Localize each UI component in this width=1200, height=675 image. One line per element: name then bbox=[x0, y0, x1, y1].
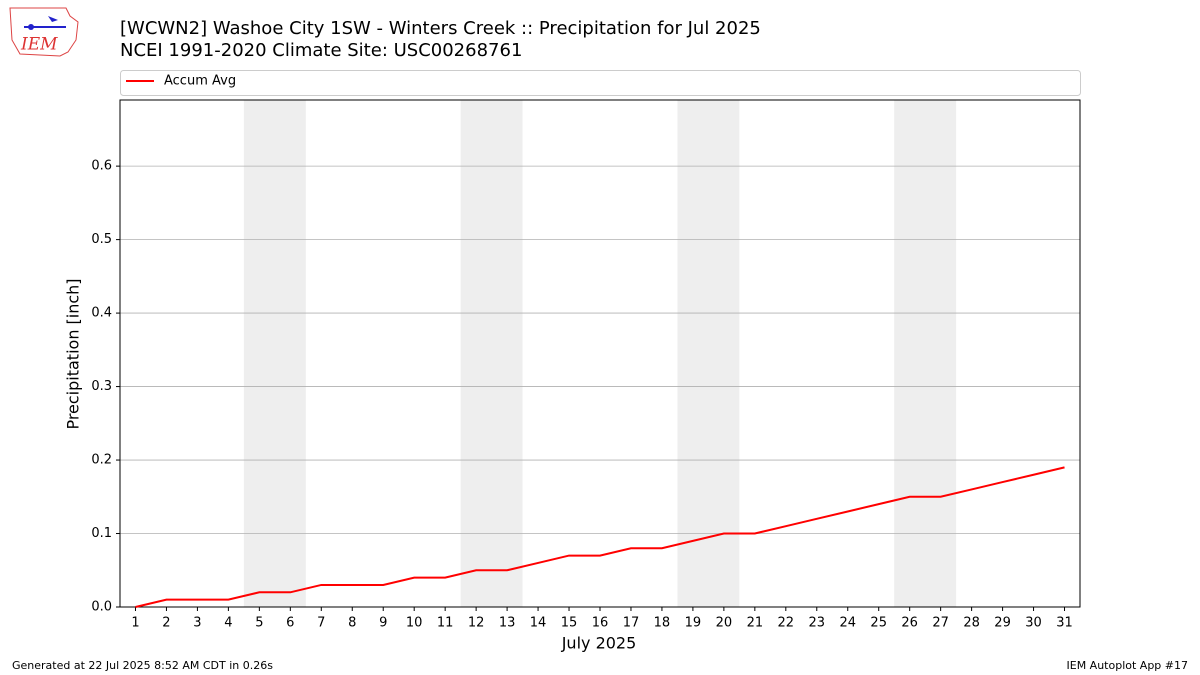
x-tick-label: 21 bbox=[747, 616, 764, 631]
legend-box bbox=[120, 70, 1081, 96]
x-tick-label: 18 bbox=[654, 616, 671, 631]
weekend-band bbox=[677, 100, 740, 607]
x-tick-label: 10 bbox=[406, 616, 423, 631]
x-tick-label: 1 bbox=[131, 616, 139, 631]
x-tick-label: 20 bbox=[716, 616, 733, 631]
x-tick-label: 8 bbox=[348, 616, 356, 631]
legend-label: Accum Avg bbox=[164, 74, 236, 89]
x-tick-label: 9 bbox=[379, 616, 387, 631]
chart-subtitle: NCEI 1991-2020 Climate Site: USC00268761 bbox=[120, 40, 522, 61]
x-tick-label: 13 bbox=[499, 616, 516, 631]
footer-left: Generated at 22 Jul 2025 8:52 AM CDT in … bbox=[12, 659, 273, 672]
x-tick-label: 17 bbox=[623, 616, 640, 631]
y-tick-label: 0.6 bbox=[91, 159, 112, 174]
x-tick-label: 31 bbox=[1056, 616, 1073, 631]
y-tick-label: 0.0 bbox=[91, 600, 112, 615]
weekend-band bbox=[460, 100, 523, 607]
x-tick-label: 3 bbox=[193, 616, 201, 631]
x-tick-label: 29 bbox=[994, 616, 1011, 631]
x-tick-label: 4 bbox=[224, 616, 232, 631]
weekend-band bbox=[894, 100, 957, 607]
y-tick-label: 0.4 bbox=[91, 306, 112, 321]
x-tick-label: 12 bbox=[468, 616, 485, 631]
chart-title: [WCWN2] Washoe City 1SW - Winters Creek … bbox=[120, 18, 761, 39]
y-tick-label: 0.3 bbox=[91, 379, 112, 394]
x-tick-label: 22 bbox=[778, 616, 795, 631]
y-axis-label: Precipitation [inch] bbox=[64, 278, 83, 429]
weekend-band bbox=[243, 100, 306, 607]
plot-frame bbox=[119, 99, 1081, 608]
x-tick-label: 5 bbox=[255, 616, 263, 631]
x-tick-label: 25 bbox=[870, 616, 887, 631]
x-tick-label: 6 bbox=[286, 616, 294, 631]
y-tick-label: 0.1 bbox=[91, 526, 112, 541]
x-tick-label: 24 bbox=[839, 616, 856, 631]
x-tick-label: 28 bbox=[963, 616, 980, 631]
y-tick-label: 0.2 bbox=[91, 453, 112, 468]
x-tick-label: 27 bbox=[932, 616, 949, 631]
x-tick-label: 15 bbox=[561, 616, 578, 631]
x-tick-label: 14 bbox=[530, 616, 547, 631]
x-tick-label: 30 bbox=[1025, 616, 1042, 631]
data-line bbox=[135, 466, 1065, 608]
x-tick-label: 7 bbox=[317, 616, 325, 631]
x-tick-label: 11 bbox=[437, 616, 454, 631]
x-tick-label: 16 bbox=[592, 616, 609, 631]
footer-right: IEM Autoplot App #17 bbox=[1067, 659, 1189, 672]
x-tick-label: 26 bbox=[901, 616, 918, 631]
x-tick-label: 19 bbox=[685, 616, 702, 631]
x-axis-label: July 2025 bbox=[561, 634, 637, 653]
x-tick-label: 2 bbox=[162, 616, 170, 631]
logo: IEM bbox=[9, 7, 79, 57]
logo-text: IEM bbox=[20, 35, 58, 55]
x-tick-label: 23 bbox=[809, 616, 826, 631]
y-tick-label: 0.5 bbox=[91, 232, 112, 247]
